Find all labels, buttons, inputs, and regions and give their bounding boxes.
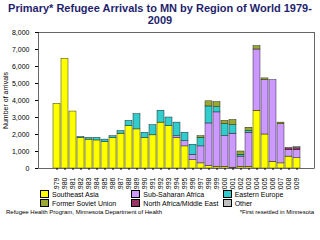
svg-text:1985: 1985 [101, 177, 108, 190]
svg-text:1988: 1988 [125, 177, 132, 190]
svg-text:2004: 2004 [253, 177, 260, 190]
svg-text:1995: 1995 [181, 177, 188, 190]
svg-text:6,000: 6,000 [12, 63, 30, 70]
svg-text:1984: 1984 [93, 177, 100, 190]
svg-text:2008: 2008 [285, 177, 292, 190]
svg-text:1982: 1982 [77, 177, 84, 190]
svg-text:1990: 1990 [141, 177, 148, 190]
svg-text:1993: 1993 [165, 177, 172, 190]
svg-text:1991: 1991 [149, 177, 156, 190]
svg-text:2001: 2001 [229, 177, 236, 190]
svg-text:2007: 2007 [277, 177, 284, 190]
svg-text:Number of arrivals: Number of arrivals [2, 71, 9, 129]
svg-text:0: 0 [26, 165, 30, 172]
svg-text:2000: 2000 [221, 177, 228, 190]
svg-text:1996: 1996 [189, 177, 196, 190]
svg-text:7,000: 7,000 [12, 46, 30, 53]
html-text:Other: Other [234, 199, 253, 207]
svg-text:4,000: 4,000 [12, 97, 30, 104]
svg-text:2002: 2002 [237, 177, 244, 190]
svg-text:1,000: 1,000 [12, 148, 30, 155]
svg-text:2,000: 2,000 [12, 131, 30, 138]
svg-text:1987: 1987 [117, 177, 124, 190]
html-text:Eastern Europe: Eastern Europe [234, 190, 284, 198]
svg-text:1981: 1981 [69, 177, 76, 190]
html-text:Former Soviet Union: Former Soviet Union [52, 199, 117, 207]
svg-text:8,000: 8,000 [12, 29, 30, 36]
svg-text:2005: 2005 [261, 177, 268, 190]
svg-text:1998: 1998 [205, 177, 212, 190]
svg-text:3,000: 3,000 [12, 114, 30, 121]
svg-text:1983: 1983 [85, 177, 92, 190]
svg-text:5,000: 5,000 [12, 80, 30, 87]
svg-text:2003: 2003 [245, 177, 252, 190]
svg-text:1989: 1989 [133, 177, 140, 190]
svg-text:1997: 1997 [197, 177, 204, 190]
html-text:Southeast Asia: Southeast Asia [52, 190, 99, 198]
html-text:Refugee Health Program, Minnes: Refugee Health Program, Minnesota Depart… [6, 209, 163, 215]
svg-text:1994: 1994 [173, 177, 180, 190]
html-text:Primary* Refugee Arrivals to M: Primary* Refugee Arrivals to MN by Regio… [8, 2, 312, 26]
svg-text:1980: 1980 [61, 177, 68, 190]
svg-text:1979: 1979 [53, 177, 60, 190]
svg-text:2006: 2006 [269, 177, 276, 190]
svg-text:1992: 1992 [157, 177, 164, 190]
html-text:Sub-Saharan Africa: Sub-Saharan Africa [143, 190, 204, 198]
svg-text:2009: 2009 [293, 177, 300, 190]
html-text:*First resettled in Minnesota: *First resettled in Minnesota [239, 209, 314, 215]
html-text:North Africa/Middle East: North Africa/Middle East [143, 199, 219, 207]
svg-text:1999: 1999 [213, 177, 220, 190]
svg-text:1986: 1986 [109, 177, 116, 190]
